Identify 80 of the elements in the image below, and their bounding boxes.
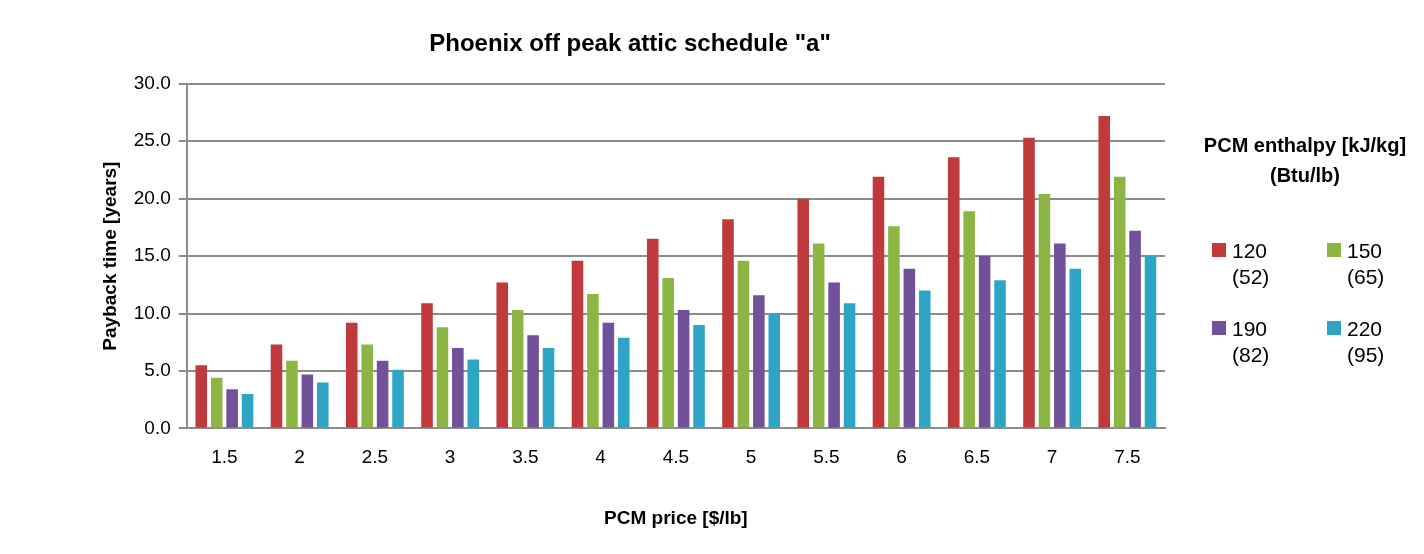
bar: [421, 303, 433, 428]
x-tick-label: 7.5: [1114, 446, 1141, 468]
bar: [1113, 176, 1126, 428]
bar: [903, 268, 916, 428]
bar: [210, 377, 223, 428]
bar: [1023, 137, 1035, 428]
bar: [888, 226, 900, 428]
y-tick-label: 5.0: [144, 359, 171, 381]
bar: [511, 310, 524, 428]
x-tick-label: 6.5: [963, 446, 991, 468]
x-tick-label: 4.5: [662, 446, 690, 468]
bar: [602, 322, 615, 428]
bar: [226, 389, 238, 428]
legend-label: 150 (65): [1347, 238, 1386, 290]
bar: [797, 198, 810, 428]
bar: [768, 313, 781, 428]
bar: [722, 219, 734, 428]
bar: [571, 260, 584, 428]
bar: [737, 260, 750, 428]
bar: [662, 277, 674, 428]
legend-label: 220 (95): [1347, 316, 1386, 368]
x-tick-label: 3: [444, 446, 456, 468]
bar: [677, 310, 690, 428]
bar: [812, 243, 825, 428]
bar: [542, 347, 555, 428]
y-tick-label: 25.0: [133, 129, 171, 151]
x-tick-label: 2: [294, 446, 305, 468]
bar: [1098, 115, 1111, 428]
chart-title: Phoenix off peak attic schedule "a": [429, 29, 831, 57]
y-tick-label: 15.0: [133, 244, 171, 266]
bar: [872, 176, 885, 428]
x-tick-label: 7: [1046, 446, 1058, 468]
bar: [1069, 268, 1082, 428]
y-tick-label: 20.0: [133, 186, 171, 208]
bar: [527, 335, 539, 428]
x-tick-label: 6: [896, 446, 907, 468]
bar: [994, 280, 1006, 428]
bar: [195, 365, 208, 428]
bar: [978, 256, 991, 428]
legend-label: 120 (52): [1232, 238, 1271, 290]
bar: [1038, 194, 1051, 428]
bar: [392, 369, 404, 428]
x-tick-label: 5: [745, 446, 757, 468]
bar: [467, 359, 480, 428]
bar: [345, 322, 358, 428]
y-tick-label: 10.0: [133, 301, 171, 323]
bar: [286, 360, 298, 428]
bar: [270, 344, 283, 428]
bar: [646, 238, 659, 428]
legend-label: 190 (82): [1232, 316, 1271, 368]
bar: [828, 282, 840, 428]
y-tick-label: 0.0: [144, 416, 171, 438]
x-tick-label: 2.5: [361, 446, 389, 468]
bar: [496, 282, 509, 428]
bar: [1144, 256, 1157, 428]
bar: [947, 157, 960, 428]
bar: [1054, 243, 1066, 428]
bar: [452, 347, 464, 428]
bar: [587, 294, 599, 428]
bar: [963, 211, 975, 428]
bar: [241, 393, 254, 428]
bar: [618, 337, 630, 428]
bar: [693, 325, 705, 428]
bar: [317, 382, 329, 428]
bar: [361, 344, 373, 428]
x-tick-label: 3.5: [512, 446, 539, 468]
bar: [753, 295, 765, 428]
bar: [1129, 230, 1141, 428]
bar: [436, 327, 449, 428]
bar: [843, 303, 856, 428]
x-axis-title: PCM price [$/lb]: [604, 506, 748, 528]
x-tick-label: 5.5: [813, 446, 840, 468]
y-tick-label: 30.0: [133, 72, 171, 94]
bar: [301, 374, 314, 428]
y-axis-title: Payback time [years]: [98, 161, 120, 351]
bar: [918, 290, 931, 428]
x-tick-label: 4: [595, 446, 607, 468]
x-tick-label: 1.5: [211, 446, 238, 468]
bar: [376, 360, 389, 428]
legend-title: PCM enthalpy [kJ/kg] (Btu/lb): [1202, 133, 1408, 188]
